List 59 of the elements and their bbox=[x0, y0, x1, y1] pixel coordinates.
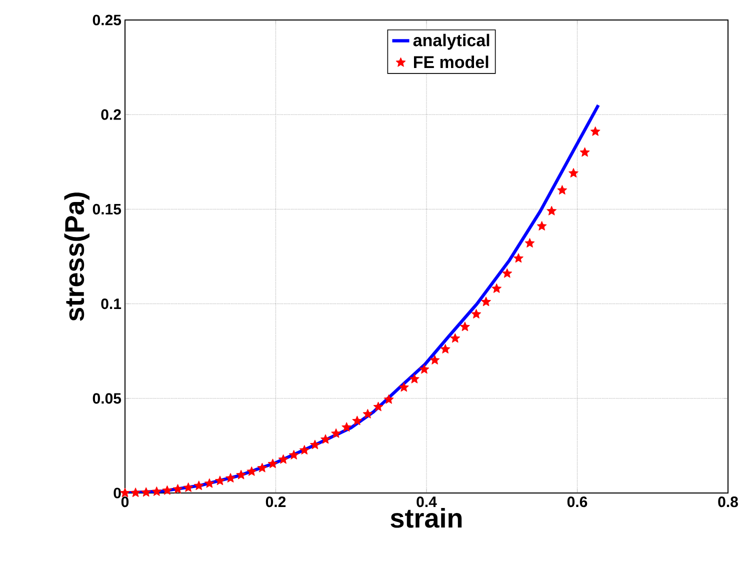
point bbox=[362, 408, 373, 418]
point bbox=[320, 434, 330, 444]
point bbox=[172, 484, 183, 494]
point bbox=[214, 476, 225, 486]
point bbox=[440, 344, 450, 354]
point bbox=[373, 402, 384, 412]
point bbox=[278, 454, 288, 464]
point bbox=[162, 485, 172, 495]
point bbox=[299, 445, 310, 455]
point bbox=[342, 422, 352, 432]
point bbox=[460, 322, 470, 332]
legend-label: analytical bbox=[413, 34, 490, 50]
point bbox=[384, 394, 394, 404]
point bbox=[430, 354, 440, 364]
point bbox=[194, 480, 204, 490]
point bbox=[183, 482, 194, 492]
point bbox=[450, 333, 460, 343]
point bbox=[546, 206, 557, 216]
point bbox=[536, 220, 547, 231]
point bbox=[310, 440, 320, 450]
y-tick-label: 0.1 bbox=[101, 298, 122, 310]
point bbox=[568, 168, 578, 178]
point bbox=[419, 364, 430, 374]
point bbox=[268, 458, 278, 468]
point bbox=[524, 238, 535, 248]
point bbox=[398, 382, 409, 392]
y-tick-label: 0.2 bbox=[101, 109, 121, 120]
point bbox=[141, 487, 152, 497]
x-tick-label: 0.6 bbox=[567, 496, 588, 508]
point bbox=[513, 253, 524, 263]
point bbox=[409, 374, 420, 384]
point bbox=[288, 450, 299, 460]
point bbox=[471, 308, 482, 318]
x-axis-title: strain bbox=[390, 508, 462, 528]
point bbox=[481, 296, 492, 306]
legend-label: FE model bbox=[414, 56, 488, 68]
y-tick-label: 0 bbox=[114, 488, 121, 498]
x-tick-label: 0.8 bbox=[718, 496, 738, 508]
point bbox=[130, 488, 141, 498]
point bbox=[590, 126, 600, 136]
x-tick-label: 0.4 bbox=[416, 496, 437, 508]
point bbox=[492, 283, 502, 293]
point bbox=[236, 470, 246, 480]
point bbox=[557, 185, 568, 195]
point bbox=[352, 416, 362, 426]
point bbox=[257, 462, 268, 472]
x-tick-label: 0 bbox=[121, 496, 129, 508]
point bbox=[331, 428, 342, 438]
point bbox=[226, 473, 236, 483]
y-tick-label: 0.15 bbox=[92, 204, 122, 214]
x-tick-label: 0.2 bbox=[266, 496, 286, 508]
y-tick-label: 0.05 bbox=[92, 393, 122, 404]
point bbox=[204, 478, 214, 488]
y-tick-label: 0.25 bbox=[92, 14, 122, 26]
point bbox=[502, 268, 512, 278]
point bbox=[580, 147, 590, 157]
point bbox=[246, 466, 257, 476]
point bbox=[152, 486, 162, 496]
y-axis-title: stress(Pa) bbox=[64, 192, 90, 321]
